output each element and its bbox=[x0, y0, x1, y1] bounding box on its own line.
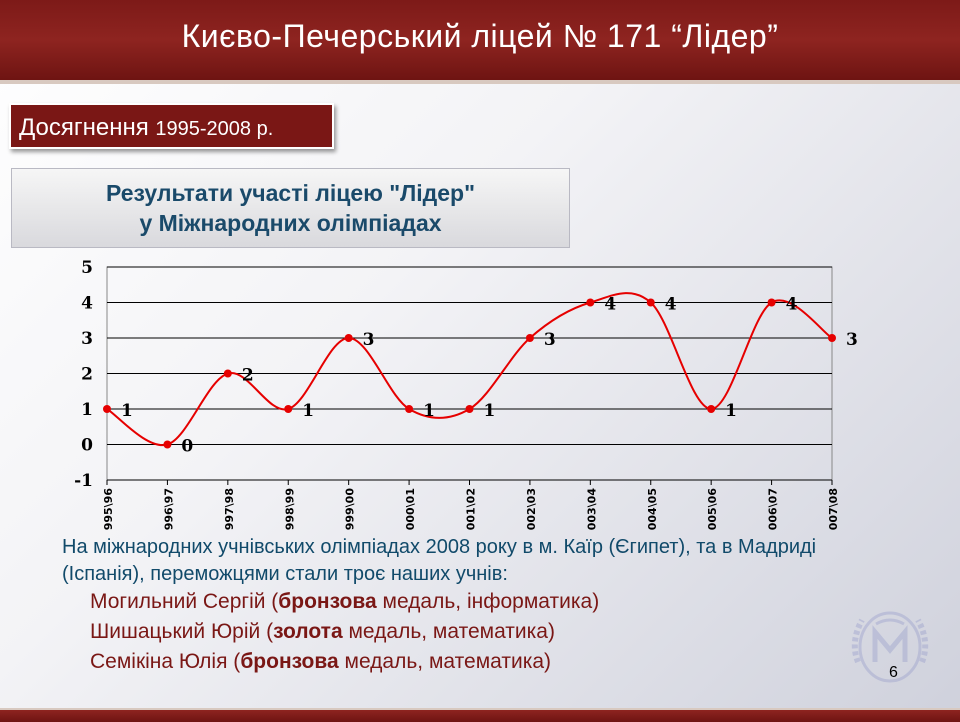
olympiad-line-chart: -1 0 1 2 3 4 5 1995\96 1996\97 1997\98 1998\99 1999… bbox=[74, 258, 858, 530]
x-tick-label: 2000\01 bbox=[404, 488, 417, 530]
data-point bbox=[284, 405, 293, 413]
header-bar bbox=[0, 0, 960, 84]
x-tick-label: 2001\02 bbox=[465, 488, 478, 530]
winner-2: Шишацький Юрій (золота медаль, математик… bbox=[90, 620, 555, 644]
data-point bbox=[465, 405, 474, 413]
x-tick-label: 2005\06 bbox=[706, 488, 719, 530]
data-point bbox=[405, 405, 414, 413]
y-tick-label: 3 bbox=[81, 329, 93, 349]
y-tick-label: 2 bbox=[81, 365, 93, 385]
data-point bbox=[767, 298, 776, 307]
data-label: 3 bbox=[846, 330, 858, 350]
y-tick-label: 4 bbox=[81, 294, 93, 314]
results-paragraph: На міжнародних учнівських олімпіадах 200… bbox=[62, 536, 817, 585]
winner-3-name: Семікіна Юлія ( bbox=[90, 650, 241, 673]
data-point bbox=[646, 298, 655, 307]
data-point bbox=[828, 334, 836, 342]
winner-1-medal: бронзова bbox=[278, 590, 377, 613]
data-point bbox=[525, 334, 534, 342]
data-point bbox=[344, 334, 353, 342]
page-title: Києво-Печерський ліцей № 171 “Лідер” bbox=[181, 18, 779, 54]
x-tick-label: 2003\04 bbox=[585, 488, 598, 530]
footer-bar bbox=[0, 708, 960, 722]
winner-2-name: Шишацький Юрій ( bbox=[90, 620, 274, 643]
data-label: 1 bbox=[423, 401, 435, 421]
data-label: 3 bbox=[544, 330, 556, 350]
winner-3: Семікіна Юлія (бронзова медаль, математи… bbox=[90, 650, 551, 674]
chart-title-line2: у Міжнародних олімпіадах bbox=[139, 210, 442, 236]
y-tick-label: 5 bbox=[81, 258, 93, 278]
winner-1: Могильний Сергій (бронзова медаль, інфор… bbox=[90, 590, 599, 614]
winner-1-name: Могильний Сергій ( bbox=[90, 590, 279, 613]
y-tick-label: 1 bbox=[81, 400, 93, 420]
data-label: 3 bbox=[363, 330, 375, 350]
x-tick-label: 1999\00 bbox=[344, 488, 357, 530]
data-label: 4 bbox=[786, 295, 798, 315]
x-tick-label: 2007\08 bbox=[827, 488, 840, 530]
x-tick-label: 1995\96 bbox=[102, 488, 115, 530]
data-label: 4 bbox=[604, 295, 616, 315]
x-tick-label: 2004\05 bbox=[646, 488, 659, 530]
winner-2-medal: золота bbox=[273, 620, 343, 643]
data-point bbox=[707, 405, 716, 413]
data-label: 1 bbox=[121, 401, 133, 421]
page-number: 6 bbox=[889, 664, 898, 681]
data-label: 1 bbox=[302, 401, 314, 421]
winner-1-subject: медаль, інформатика) bbox=[376, 590, 600, 613]
section-label: Досягнення 1995-2008 р. bbox=[9, 103, 334, 149]
winner-3-medal: бронзова bbox=[240, 650, 339, 673]
data-point bbox=[163, 440, 172, 449]
data-label: 0 bbox=[181, 437, 193, 457]
data-label: 1 bbox=[725, 401, 737, 421]
data-point bbox=[223, 369, 232, 378]
data-point bbox=[586, 298, 595, 307]
laurel-m-logo-icon bbox=[851, 611, 929, 683]
x-tick-label: 2002\03 bbox=[525, 488, 538, 530]
data-point bbox=[103, 405, 111, 413]
section-label-years: 1995-2008 р. bbox=[155, 118, 274, 140]
x-tick-label: 1997\98 bbox=[223, 488, 236, 530]
data-label: 1 bbox=[484, 401, 496, 421]
section-label-main: Досягнення bbox=[19, 114, 156, 141]
x-tick-label: 2006\07 bbox=[767, 488, 780, 530]
chart-title-box: Результати участі ліцею "Лідер" у Міжнар… bbox=[11, 168, 570, 248]
y-tick-label: 0 bbox=[81, 436, 93, 456]
x-tick-label: 1998\99 bbox=[283, 488, 296, 530]
x-tick-label: 1996\97 bbox=[162, 488, 175, 530]
data-label: 4 bbox=[665, 295, 677, 315]
data-label: 2 bbox=[242, 366, 254, 386]
series-line bbox=[106, 292, 833, 447]
winner-2-subject: медаль, математика) bbox=[342, 620, 555, 643]
winner-3-subject: медаль, математика) bbox=[338, 650, 552, 673]
chart-title-line1: Результати участі ліцею "Лідер" bbox=[106, 180, 475, 206]
y-tick-label: -1 bbox=[74, 471, 93, 491]
